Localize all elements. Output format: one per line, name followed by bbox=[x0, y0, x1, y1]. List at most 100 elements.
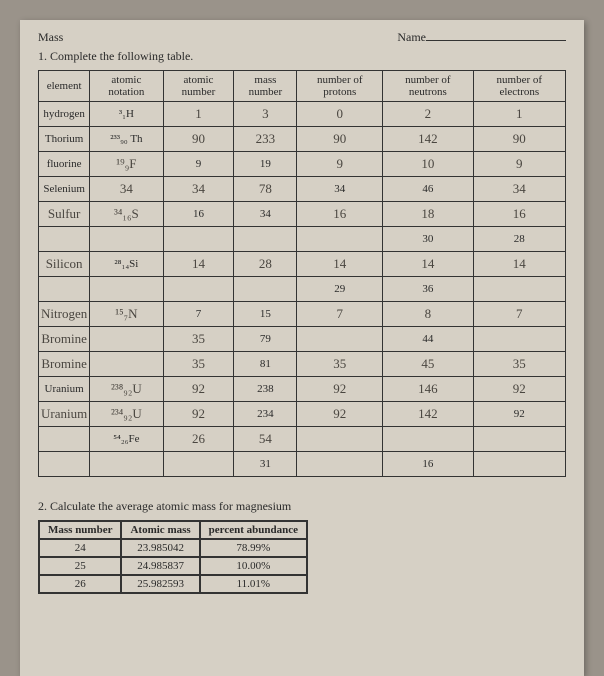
cell-notation: ²³⁴₉₂U bbox=[90, 402, 163, 427]
cell-mn: 54 bbox=[234, 427, 297, 452]
cell-mn: 233 bbox=[234, 127, 297, 152]
table-row: 2936 bbox=[39, 277, 566, 302]
table-row: 3028 bbox=[39, 227, 566, 252]
col-element: element bbox=[39, 71, 90, 102]
table-row: Uranium²³⁸₉₂U922389214692 bbox=[39, 377, 566, 402]
cell-e: 7 bbox=[473, 302, 565, 327]
mag-cell-mn: 24 bbox=[39, 539, 121, 557]
cell-an: 7 bbox=[163, 302, 234, 327]
cell-element bbox=[39, 277, 90, 302]
table-header-row: element atomic notation atomic number ma… bbox=[39, 71, 566, 102]
worksheet-page: Mass Name 1. Complete the following tabl… bbox=[20, 20, 584, 676]
cell-p bbox=[297, 452, 383, 477]
cell-mn bbox=[234, 227, 297, 252]
mag-cell-mn: 26 bbox=[39, 575, 121, 593]
col-protons: number of protons bbox=[297, 71, 383, 102]
cell-notation: ²⁸₁₄Si bbox=[90, 252, 163, 277]
cell-e bbox=[473, 277, 565, 302]
mag-cell-am: 23.985042 bbox=[121, 539, 199, 557]
cell-n: 2 bbox=[383, 102, 474, 127]
mag-row: 2423.98504278.99% bbox=[39, 539, 307, 557]
cell-element: fluorine bbox=[39, 152, 90, 177]
cell-notation bbox=[90, 452, 163, 477]
cell-mn: 238 bbox=[234, 377, 297, 402]
cell-notation: ⁵⁴₂₆Fe bbox=[90, 427, 163, 452]
cell-an: 26 bbox=[163, 427, 234, 452]
cell-element: hydrogen bbox=[39, 102, 90, 127]
cell-an: 35 bbox=[163, 352, 234, 377]
cell-element: Uranium bbox=[39, 402, 90, 427]
cell-notation: ³₁H bbox=[90, 102, 163, 127]
cell-an: 14 bbox=[163, 252, 234, 277]
mag-row: 2524.98583710.00% bbox=[39, 557, 307, 575]
cell-element bbox=[39, 227, 90, 252]
cell-an: 1 bbox=[163, 102, 234, 127]
cell-mn bbox=[234, 277, 297, 302]
cell-notation bbox=[90, 227, 163, 252]
cell-notation bbox=[90, 352, 163, 377]
title-fragment: Mass bbox=[38, 30, 63, 45]
cell-n: 36 bbox=[383, 277, 474, 302]
col-atomic-number: atomic number bbox=[163, 71, 234, 102]
table-row: Nitrogen¹⁵₇N715787 bbox=[39, 302, 566, 327]
cell-p: 34 bbox=[297, 177, 383, 202]
cell-n: 46 bbox=[383, 177, 474, 202]
cell-p bbox=[297, 227, 383, 252]
cell-e bbox=[473, 452, 565, 477]
mag-cell-pa: 10.00% bbox=[200, 557, 307, 575]
cell-element: Thorium bbox=[39, 127, 90, 152]
cell-mn: 81 bbox=[234, 352, 297, 377]
header-line: Mass Name bbox=[38, 30, 566, 45]
cell-notation: ²³⁸₉₂U bbox=[90, 377, 163, 402]
cell-p: 7 bbox=[297, 302, 383, 327]
cell-n: 8 bbox=[383, 302, 474, 327]
cell-mn: 15 bbox=[234, 302, 297, 327]
cell-n: 142 bbox=[383, 402, 474, 427]
col-mass-number: mass number bbox=[234, 71, 297, 102]
cell-mn: 28 bbox=[234, 252, 297, 277]
table-row: fluorine¹⁹₉F9199109 bbox=[39, 152, 566, 177]
cell-notation: ²³³₉₀ Th bbox=[90, 127, 163, 152]
cell-p: 14 bbox=[297, 252, 383, 277]
mag-col-mn: Mass number bbox=[39, 521, 121, 539]
cell-p bbox=[297, 327, 383, 352]
cell-p: 29 bbox=[297, 277, 383, 302]
cell-notation: 34 bbox=[90, 177, 163, 202]
cell-e: 92 bbox=[473, 377, 565, 402]
cell-notation: ¹⁵₇N bbox=[90, 302, 163, 327]
col-neutrons: number of neutrons bbox=[383, 71, 474, 102]
cell-mn: 3 bbox=[234, 102, 297, 127]
cell-p: 92 bbox=[297, 402, 383, 427]
table-row: Bromine3581354535 bbox=[39, 352, 566, 377]
cell-an bbox=[163, 452, 234, 477]
cell-e: 28 bbox=[473, 227, 565, 252]
cell-e: 9 bbox=[473, 152, 565, 177]
cell-n: 30 bbox=[383, 227, 474, 252]
table-row: Thorium²³³₉₀ Th902339014290 bbox=[39, 127, 566, 152]
cell-n bbox=[383, 427, 474, 452]
cell-mn: 79 bbox=[234, 327, 297, 352]
table-row: Sulfur³⁴₁₆S1634161816 bbox=[39, 202, 566, 227]
mag-cell-pa: 78.99% bbox=[200, 539, 307, 557]
cell-element: Uranium bbox=[39, 377, 90, 402]
cell-notation: ¹⁹₉F bbox=[90, 152, 163, 177]
table-row: 3116 bbox=[39, 452, 566, 477]
cell-notation: ³⁴₁₆S bbox=[90, 202, 163, 227]
cell-n: 146 bbox=[383, 377, 474, 402]
mag-cell-pa: 11.01% bbox=[200, 575, 307, 593]
cell-e bbox=[473, 427, 565, 452]
cell-element: Selenium bbox=[39, 177, 90, 202]
cell-e: 14 bbox=[473, 252, 565, 277]
cell-an: 92 bbox=[163, 402, 234, 427]
cell-mn: 78 bbox=[234, 177, 297, 202]
magnesium-table: Mass number Atomic mass percent abundanc… bbox=[38, 520, 308, 594]
table-row: Uranium²³⁴₉₂U922349214292 bbox=[39, 402, 566, 427]
cell-p bbox=[297, 427, 383, 452]
cell-an: 16 bbox=[163, 202, 234, 227]
col-electrons: number of electrons bbox=[473, 71, 565, 102]
cell-n: 18 bbox=[383, 202, 474, 227]
table-row: Silicon²⁸₁₄Si1428141414 bbox=[39, 252, 566, 277]
cell-e: 35 bbox=[473, 352, 565, 377]
cell-n: 44 bbox=[383, 327, 474, 352]
cell-n: 10 bbox=[383, 152, 474, 177]
